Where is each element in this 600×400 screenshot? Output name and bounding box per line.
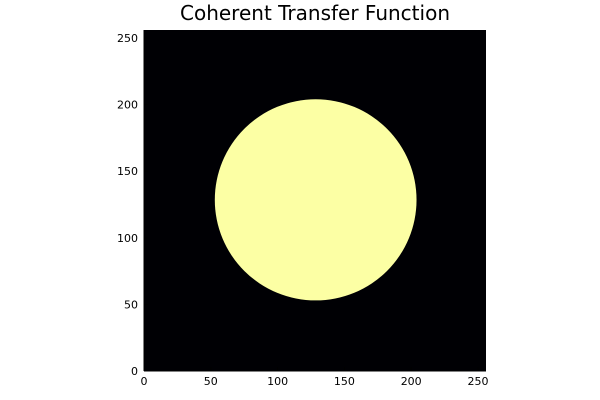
y-axis: 0 50 100 150 200 250 <box>117 30 148 378</box>
x-tick-label: 0 <box>141 375 148 388</box>
x-tick-label: 100 <box>267 375 288 388</box>
chart-title: Coherent Transfer Function <box>180 1 450 25</box>
y-tick-label: 200 <box>117 99 138 112</box>
y-tick-label: 100 <box>117 232 138 245</box>
heatmap-disk <box>214 99 417 301</box>
x-tick-label: 150 <box>334 375 355 388</box>
y-tick-label: 150 <box>117 165 138 178</box>
y-tick-label: 250 <box>117 32 138 45</box>
x-tick-label: 200 <box>401 375 422 388</box>
y-tick-label: 0 <box>131 365 138 378</box>
x-axis: 0 50 100 150 200 250 <box>141 367 488 388</box>
x-tick-label: 50 <box>204 375 218 388</box>
y-tick-label: 50 <box>124 298 138 311</box>
plot-area <box>144 30 486 371</box>
x-tick-label: 250 <box>467 375 488 388</box>
